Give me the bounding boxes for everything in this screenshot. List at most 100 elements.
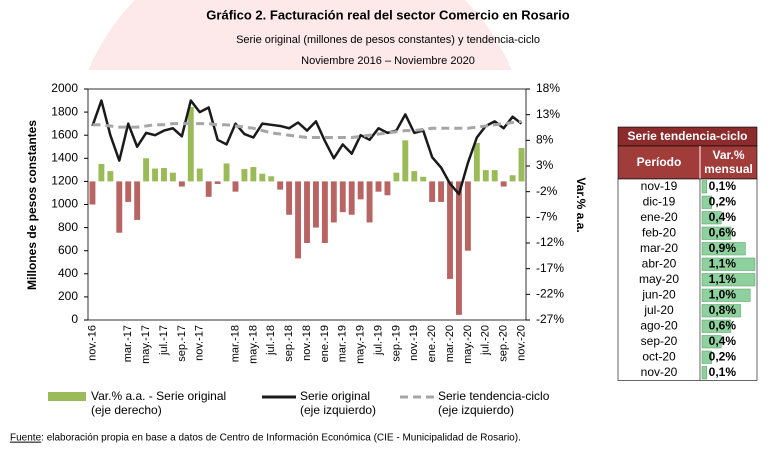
y2-tick-label: -22% [536, 287, 564, 301]
table-period: feb-20 [642, 225, 676, 239]
table-value: 0,6% [709, 318, 737, 332]
bar [295, 181, 302, 259]
line [91, 99, 523, 196]
y-tick-label: 2000 [51, 81, 78, 95]
table-data-bar [701, 211, 722, 225]
table-value: 0,4% [709, 334, 737, 348]
legend-note: (eje izquierdo) [300, 403, 376, 417]
table-period: nov-20 [641, 365, 678, 379]
legend-note: (eje derecho) [91, 403, 162, 417]
y-tick-label: 800 [58, 220, 78, 234]
table-data-bar [701, 350, 712, 364]
line [92, 119, 522, 140]
y2-tick-label: -27% [536, 312, 564, 326]
table-header: Período [637, 155, 682, 169]
x-tick-label: nov.-16 [86, 325, 98, 361]
bar [438, 181, 445, 202]
x-tick-label: mar.-20 [444, 325, 456, 362]
table-data-bar [701, 335, 722, 349]
x-tick-label: sep.-17 [176, 325, 188, 362]
y-tick-label: 0 [71, 312, 78, 326]
table-period: may-20 [639, 272, 679, 286]
bar [98, 163, 105, 182]
table-value: 0,6% [709, 225, 737, 239]
legend-label: Var.% a.a. - Serie original [91, 389, 226, 403]
bar [241, 169, 248, 182]
legend-note: (eje izquierdo) [438, 403, 514, 417]
bar [223, 163, 230, 182]
x-tick-label: nov.-19 [408, 325, 420, 361]
chart-subtitle: Noviembre 2016 – Noviembre 2020 [301, 55, 475, 67]
x-tick-label: nov.-18 [301, 325, 313, 361]
y-tick-label: 1400 [51, 150, 78, 164]
table-data-bar [701, 319, 732, 333]
bar [286, 181, 293, 215]
bar [143, 158, 150, 182]
y-tick-label: 600 [58, 243, 78, 257]
bar [518, 148, 525, 182]
bar [116, 181, 123, 233]
x-tick-label: sep.-20 [498, 325, 510, 362]
legend-label: Serie original [300, 389, 370, 403]
bar [411, 171, 418, 182]
legend-swatch [48, 392, 86, 401]
bar [473, 142, 480, 182]
bar [187, 106, 194, 182]
x-tick-label: jul.-20 [480, 325, 492, 356]
x-tick-label: nov.-20 [515, 325, 527, 361]
y-tick-label: 1000 [51, 197, 78, 211]
chart-subtitle: Serie original (millones de pesos consta… [236, 34, 540, 46]
bar [339, 181, 346, 213]
table-header: mensual [704, 162, 753, 176]
y2-tick-label: 13% [536, 107, 560, 121]
bar [420, 176, 427, 182]
x-tick-label: jul.-17 [158, 325, 170, 356]
chart-frame [16, 72, 596, 432]
y2-tick-label: -17% [536, 261, 564, 275]
table-period: ene-20 [640, 210, 678, 224]
table-data-bar [701, 304, 741, 318]
x-tick-label: ene.-20 [426, 325, 438, 362]
y-tick-label: 1600 [51, 127, 78, 141]
bar [250, 167, 257, 182]
bar [232, 181, 239, 192]
bar [491, 170, 498, 182]
bar [330, 181, 337, 223]
table-header-bg [617, 145, 758, 180]
legend-label: Serie tendencia-ciclo [438, 389, 550, 403]
bar [89, 181, 96, 205]
y-tick-label: 1200 [51, 174, 78, 188]
bar [509, 175, 516, 182]
table-data-bar [701, 226, 732, 240]
bar [196, 168, 203, 182]
bar [500, 181, 507, 187]
x-tick-label: nov.-17 [194, 325, 206, 361]
bar [277, 181, 284, 190]
bar [429, 181, 436, 202]
table-value: 0,8% [709, 303, 737, 317]
bar [393, 172, 400, 182]
bar [214, 181, 221, 184]
x-tick-label: jul.-18 [265, 325, 277, 356]
bar [304, 181, 310, 243]
y2-tick-label: -12% [536, 235, 564, 249]
x-tick-label: ene.-19 [319, 325, 331, 362]
x-tick-label: mar.-19 [337, 325, 349, 362]
table-value: 0,4% [709, 210, 737, 224]
bar [464, 181, 471, 251]
table-value: 0,1% [709, 179, 737, 193]
table-value: 0,1% [709, 365, 737, 379]
table-data-bar [701, 195, 712, 209]
bar [125, 181, 132, 202]
footnote-label: Fuente [10, 433, 42, 444]
bar [456, 181, 462, 315]
y2-tick-label: 3% [536, 158, 554, 172]
bar [348, 181, 355, 215]
table-data-bar [701, 257, 756, 271]
y-axis-label: Millones de pesos constantes [25, 120, 39, 290]
bar [161, 168, 167, 182]
bar [384, 181, 391, 196]
bar [482, 170, 489, 182]
bar [178, 181, 185, 187]
